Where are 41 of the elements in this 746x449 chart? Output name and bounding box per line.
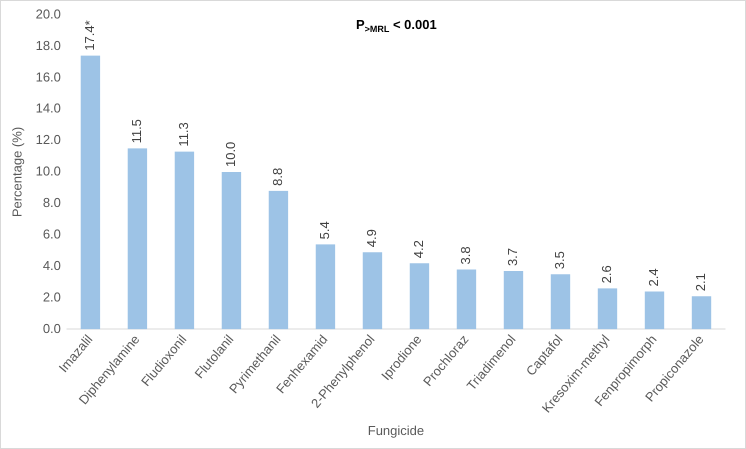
bar [222,172,242,330]
data-label: 4.2 [411,240,426,258]
data-label: 10.0 [223,142,238,168]
data-label: 11.5 [128,119,144,144]
bar [410,263,430,330]
bar [692,296,712,330]
y-tick-label: 12.0 [36,132,61,148]
bar [174,152,194,330]
y-tick-label: 18.0 [36,38,61,53]
data-label: 8.8 [270,168,286,186]
data-label: 3.8 [458,246,474,264]
data-label: 3.5 [552,251,568,270]
data-label: 3.7 [505,248,520,266]
data-label: 2.1 [693,273,708,292]
y-tick-label: 20.0 [36,6,61,22]
bar [598,288,618,330]
x-axis-title: Fungicide [368,422,424,438]
bar [362,252,382,330]
y-axis-title: Percentage (%) [9,126,24,218]
bar [80,56,100,330]
data-label: 17.4* [82,20,97,51]
y-tick-label: 0.0 [42,320,61,336]
y-tick-label: 4.0 [42,258,61,273]
bar [550,274,570,330]
bar [128,148,148,330]
y-tick-label: 14.0 [36,100,61,116]
y-tick-label: 6.0 [42,226,61,242]
y-tick-label: 8.0 [42,195,61,210]
data-label: 4.9 [364,229,380,248]
data-label: 5.4 [317,221,332,240]
y-tick-label: 16.0 [36,69,61,84]
bar [504,271,524,330]
y-tick-label: 2.0 [42,289,61,304]
bar [316,244,336,330]
bar [268,190,288,330]
data-label: 11.3 [176,122,191,147]
data-label: 2.6 [599,265,614,284]
data-label: 2.4 [646,268,662,286]
bar [456,269,476,330]
y-tick-label: 10.0 [36,164,61,179]
bar [644,291,664,330]
